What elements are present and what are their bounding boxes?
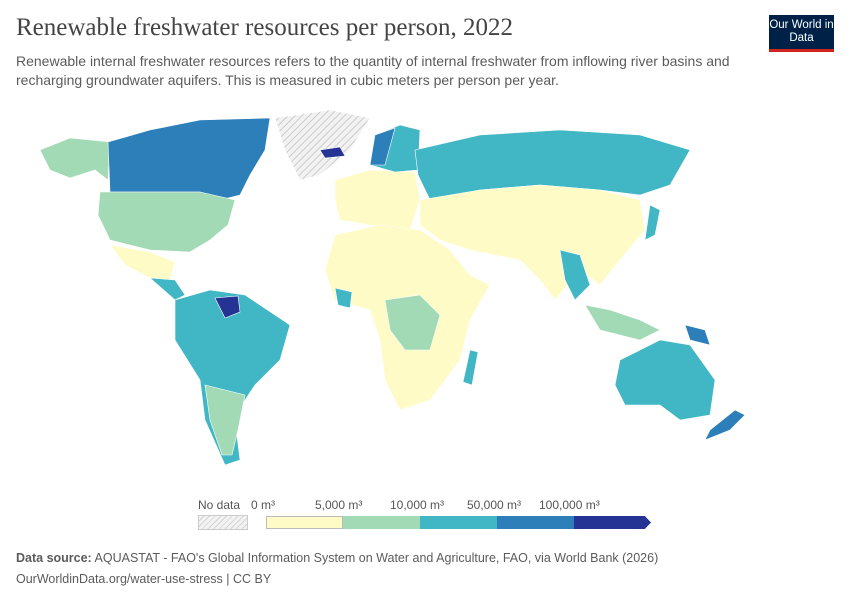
country-argentina-chile[interactable] bbox=[204, 384, 246, 456]
country-papua-new-guinea[interactable] bbox=[684, 324, 711, 346]
chart-subtitle: Renewable internal freshwater resources … bbox=[16, 53, 730, 88]
source-label: Data source: bbox=[16, 551, 92, 565]
country-canada[interactable] bbox=[107, 117, 271, 201]
region-asia[interactable] bbox=[419, 184, 646, 301]
legend-tick-0: 0 m³ bbox=[251, 498, 275, 512]
country-guyana-suriname[interactable] bbox=[214, 295, 241, 319]
source-link[interactable]: OurWorldinData.org/water-use-stress | CC… bbox=[16, 572, 272, 586]
footer: Data source: AQUASTAT - FAO's Global Inf… bbox=[16, 548, 658, 590]
country-madagascar[interactable] bbox=[462, 349, 479, 386]
legend-bin-2[interactable] bbox=[343, 516, 420, 529]
owid-logo[interactable]: Our World in Data bbox=[769, 15, 834, 52]
region-central-africa[interactable] bbox=[384, 294, 441, 351]
region-central-america[interactable] bbox=[149, 277, 186, 301]
legend-tick-1: 5,000 m³ bbox=[315, 498, 363, 512]
legend-bin-1[interactable] bbox=[266, 516, 343, 529]
legend-no-data-swatch bbox=[198, 515, 248, 530]
region-indonesia[interactable] bbox=[584, 304, 661, 341]
legend-tick-4: 100,000 m³ bbox=[539, 498, 600, 512]
legend-bin-4[interactable] bbox=[497, 516, 574, 529]
country-norway[interactable] bbox=[369, 127, 396, 166]
legend-bin-3[interactable] bbox=[420, 516, 497, 529]
legend-color-bar bbox=[266, 516, 651, 529]
country-iceland[interactable] bbox=[319, 146, 346, 159]
country-new-zealand[interactable] bbox=[704, 409, 746, 441]
country-usa[interactable] bbox=[97, 191, 236, 253]
world-map[interactable] bbox=[0, 105, 850, 475]
legend-tick-2: 10,000 m³ bbox=[390, 498, 445, 512]
region-west-africa-coast[interactable] bbox=[334, 287, 353, 309]
legend-no-data-label: No data bbox=[198, 498, 241, 512]
country-greenland[interactable] bbox=[274, 109, 371, 181]
source-text: AQUASTAT - FAO's Global Information Syst… bbox=[94, 551, 659, 565]
country-australia[interactable] bbox=[614, 339, 716, 421]
region-southeast-asia[interactable] bbox=[559, 249, 591, 301]
country-alaska[interactable] bbox=[39, 137, 111, 181]
country-japan[interactable] bbox=[644, 204, 661, 241]
legend-bin-5[interactable] bbox=[574, 516, 651, 529]
chart-title: Renewable freshwater resources per perso… bbox=[16, 14, 514, 41]
legend-tick-3: 50,000 m³ bbox=[467, 498, 522, 512]
region-europe[interactable] bbox=[334, 169, 421, 231]
